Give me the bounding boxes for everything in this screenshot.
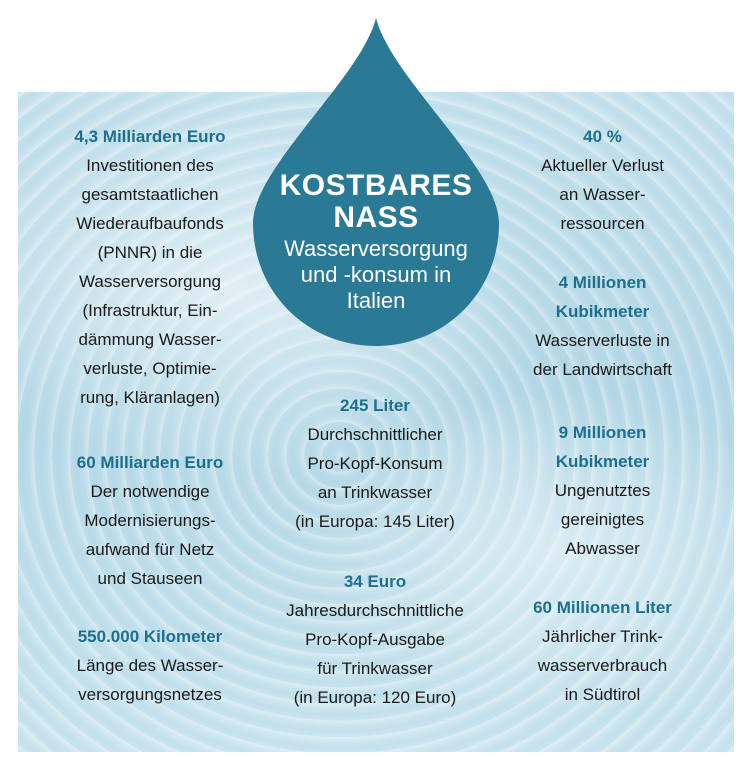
stat-consumption: 245 Liter Durchschnittlicher Pro-Kopf-Ko… [250,391,500,536]
subtitle: Wasserversorgung und -konsum in Italien [284,236,468,313]
stat-description: Wasserverluste in der Landwirtschaft [533,331,672,379]
stat-description: Ungenutztes gereinigtes Abwasser [554,481,651,558]
stat-value: 9 Millionen Kubikmeter [555,423,650,471]
stat-value: 4 Millionen Kubikmeter [555,273,650,321]
stat-expenditure: 34 Euro Jahresdurchschnittliche Pro-Kopf… [250,567,500,712]
stat-value: 60 Milliarden Euro [76,453,224,472]
stat-description: Investitionen des gesamtstaatlichen Wied… [76,156,224,407]
stat-value: 550.000 Kilometer [77,627,223,646]
stat-description: Aktueller Verlust an Wasser- ressourcen [541,156,664,233]
stat-value: 40 % [583,127,622,146]
stat-investment: 4,3 Milliarden Euro Investitionen des ge… [25,122,275,412]
stat-description: Jahresdurchschnittliche Pro-Kopf-Ausgabe… [286,601,464,707]
stat-modernization: 60 Milliarden Euro Der notwendige Modern… [25,448,275,593]
stat-description: Jährlicher Trink- wasserverbrauch in Süd… [537,627,668,704]
water-drop-icon [253,18,499,346]
title-line-2: NASS [333,201,419,234]
stat-value: 245 Liter [340,396,410,415]
stat-value: 34 Euro [343,572,407,591]
stat-unused-wastewater: 9 Millionen Kubikmeter Ungenutztes gerei… [480,418,725,563]
stat-agriculture-loss: 4 Millionen Kubikmeter Wasserverluste in… [480,268,725,384]
stat-value: 60 Millionen Liter [533,598,672,617]
stat-description: Der notwendige Modernisierungs- aufwand … [84,482,216,588]
stat-resource-loss: 40 % Aktueller Verlust an Wasser- ressou… [480,122,725,238]
stat-description: Durchschnittlicher Pro-Kopf-Konsum an Tr… [295,425,455,531]
infographic-title: KOSTBARES NASS Wasserversorgung und -kon… [251,170,501,314]
stat-description: Länge des Wasser- versorgungsnetzes [76,656,224,704]
stat-network-length: 550.000 Kilometer Länge des Wasser- vers… [25,622,275,709]
title-line-1: KOSTBARES [279,169,473,202]
stat-value: 4,3 Milliarden Euro [74,127,226,146]
stat-south-tyrol: 60 Millionen Liter Jährlicher Trink- was… [480,593,725,709]
